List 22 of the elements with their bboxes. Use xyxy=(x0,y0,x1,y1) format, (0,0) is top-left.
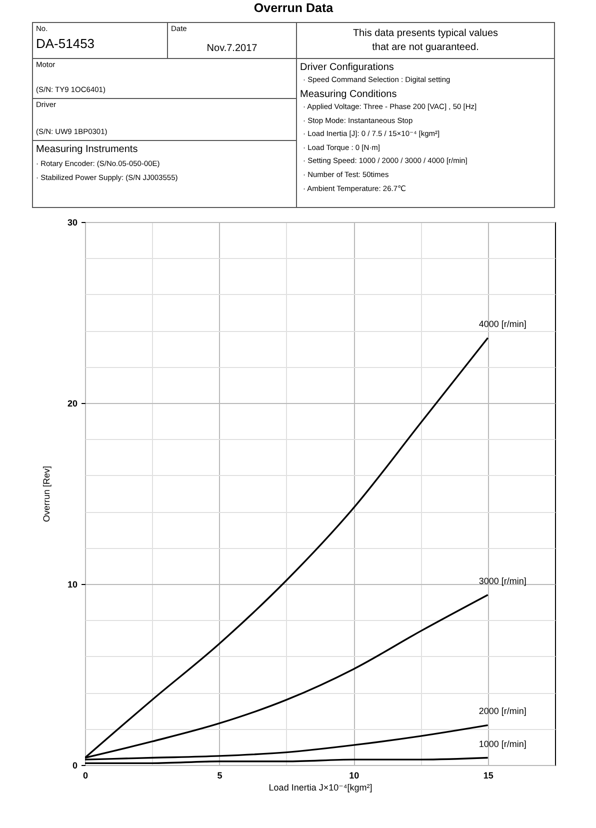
y-tick-label: 30 xyxy=(67,218,78,228)
text: Driver Configurations xyxy=(300,62,394,74)
y-tick-label: 20 xyxy=(67,398,78,408)
text: DA-51453 xyxy=(36,36,95,52)
series-label: 3000 [r/min] xyxy=(478,576,526,586)
x-axis-title: Load Inertia J×10⁻⁴[kgm²] xyxy=(268,782,372,792)
y-tick-label: 0 xyxy=(72,760,78,770)
text: Nov.7.2017 xyxy=(206,43,258,54)
series-label: 4000 [r/min] xyxy=(478,318,526,329)
x-tick-label: 0 xyxy=(82,770,88,780)
text: Overrun Data xyxy=(252,1,334,15)
y-tick-label: 10 xyxy=(67,580,78,590)
text: This data presents typical values xyxy=(352,28,500,40)
text: Measuring Conditions xyxy=(300,89,397,100)
series-label: 2000 [r/min] xyxy=(478,706,526,716)
text: that are not guaranteed. xyxy=(371,42,480,54)
x-tick-label: 15 xyxy=(483,770,494,780)
series-label: 1000 [r/min] xyxy=(478,738,526,749)
text: Measuring Instruments xyxy=(36,144,138,156)
x-tick-label: 10 xyxy=(349,770,360,780)
y-axis-title: Overrun [Rev] xyxy=(41,466,52,522)
x-tick-label: 5 xyxy=(217,770,222,780)
